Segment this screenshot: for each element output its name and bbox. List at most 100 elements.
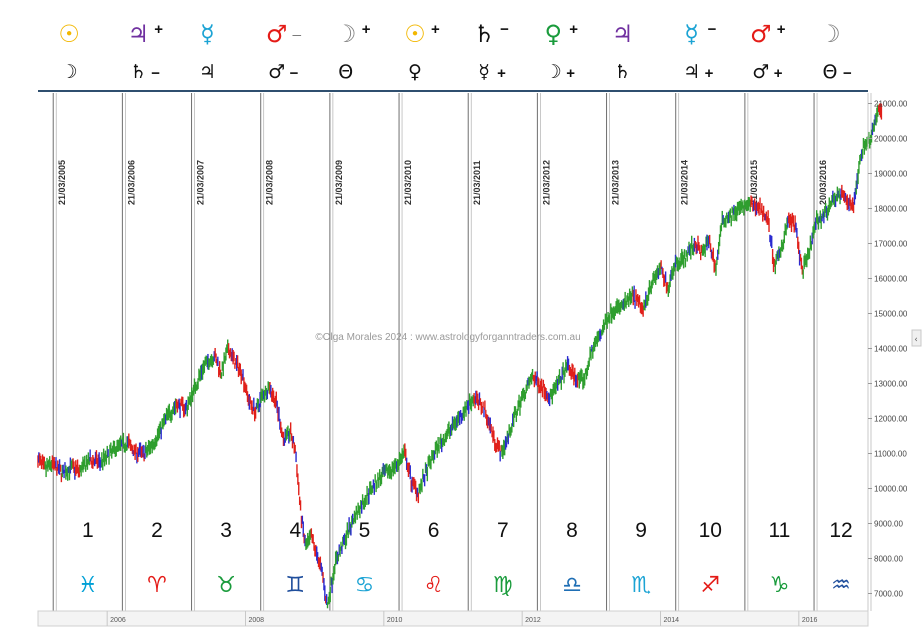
header-planet-modifier-2: + (154, 21, 163, 38)
x-axis-band (37, 610, 869, 627)
zodiac-sign-9: ♏ (631, 573, 651, 598)
header-secondary-modifier-7: + (497, 65, 506, 82)
y-tick-label-1: 21000.00 (874, 100, 908, 109)
segment-number-2: 2 (151, 519, 163, 542)
x-tick-label-1: 2006 (110, 617, 126, 624)
header-planet-8: ♀ (545, 20, 563, 48)
year-line-label-6: 21/03/2010 (403, 160, 413, 205)
zodiac-sign-8: ♎ (562, 573, 582, 598)
header-secondary-modifier-12: − (843, 65, 852, 82)
chevron-left-icon[interactable]: ‹ (914, 335, 918, 345)
zodiac-sign-5: ♋ (355, 573, 375, 598)
header-planet-11: ♂ (750, 20, 772, 48)
zodiac-sign-1: ♓ (78, 573, 98, 598)
header-planet-9: ♃ (612, 20, 634, 48)
year-line-label-7: 21/03/2011 (472, 160, 482, 205)
y-tick-label-5: 17000.00 (874, 240, 908, 249)
header-secondary-planet-7: ☿ (478, 61, 490, 83)
x-tick-label-5: 2014 (664, 617, 680, 624)
header-planet-12: ☽ (819, 20, 841, 48)
header-secondary-planet-5: Θ (338, 61, 353, 83)
y-tick-label-6: 16000.00 (874, 275, 908, 284)
x-tick-label-4: 2012 (525, 617, 541, 624)
y-tick-label-7: 15000.00 (874, 310, 908, 319)
segment-number-11: 11 (769, 519, 791, 542)
y-tick-label-14: 8000.00 (874, 555, 903, 564)
segment-number-6: 6 (428, 519, 440, 542)
segment-number-7: 7 (497, 519, 509, 542)
header-secondary-modifier-4: − (290, 65, 299, 82)
header-secondary-planet-3: ♃ (199, 61, 216, 83)
cycle-segments: 1 ♓ 2 ♈ 3 ♉ 4 ♊ 5 ♋ 6 ♌ 7 ♍ 8 ♎ 9 ♏ 10 ♐ 11 ♑ 12 ♒ (78, 519, 853, 598)
y-tick-label-11: 11000.00 (874, 450, 907, 459)
y-tick-label-10: 12000.00 (874, 415, 908, 424)
price-series (37, 103, 883, 609)
zodiac-sign-11: ♑ (770, 573, 790, 598)
y-tick-label-12: 10000.00 (874, 485, 908, 494)
segment-number-12: 12 (829, 519, 852, 542)
zodiac-sign-3: ♉ (216, 573, 236, 598)
header-planet-6: ☉ (404, 20, 426, 48)
header-secondary-planet-1: ☽ (61, 61, 78, 83)
y-tick-label-2: 20000.00 (874, 135, 908, 144)
header-planet-modifier-11: + (777, 21, 786, 38)
header-secondary-planet-4: ♂ (268, 61, 285, 83)
header-planet-10: ☿ (684, 20, 699, 48)
header-secondary-modifier-10: + (705, 65, 714, 82)
x-tick-label-2: 2008 (249, 617, 265, 624)
header-planet-modifier-4: _ (292, 21, 302, 38)
segment-number-1: 1 (82, 519, 94, 542)
segment-number-10: 10 (699, 519, 722, 542)
header-planet-4: ♂ (266, 20, 288, 48)
zodiac-sign-12: ♒ (831, 573, 851, 598)
header-planet-3: ☿ (200, 20, 215, 48)
header-secondary-modifier-11: + (774, 65, 783, 82)
header-secondary-modifier-2: − (151, 65, 160, 82)
segment-number-8: 8 (566, 519, 578, 542)
zodiac-sign-2: ♈ (147, 573, 167, 598)
header-planet-modifier-5: + (362, 21, 371, 38)
zodiac-sign-6: ♌ (424, 573, 444, 598)
x-axis: 2006 2008 2010 2012 2014 2016 (37, 610, 869, 627)
header-planet-2: ♃ (128, 20, 150, 48)
segment-number-5: 5 (359, 519, 371, 542)
watermark: ©Olga Morales 2024 : www.astrologyforgan… (315, 332, 580, 343)
header-secondary-planet-12: Θ (822, 61, 837, 83)
header-planet-7: ♄ (473, 20, 495, 48)
header-planet-1: ☉ (58, 20, 80, 48)
plot-area: 21/03/2005 21/03/2006 21/03/2007 21/03/2008… (37, 93, 883, 611)
header-planet-modifier-6: + (431, 21, 440, 38)
header-secondary-planet-11: ♂ (752, 61, 769, 83)
header-secondary-planet-9: ♄ (614, 61, 631, 83)
year-line-label-12: 20/03/2016 (818, 160, 828, 205)
planet-header-row-top: ☉ ♃ + ☿ ♂ _ ☽ + ☉ + ♄ − ♀ + ♃ ☿ − ♂ + ☽ (58, 20, 840, 48)
scroll-handle[interactable] (911, 329, 922, 347)
header-planet-5: ☽ (335, 20, 357, 48)
zodiac-sign-4: ♊ (285, 573, 305, 598)
year-line-label-9: 21/03/2013 (611, 160, 621, 205)
year-line-label-10: 21/03/2014 (680, 160, 690, 205)
year-line-label-5: 21/03/2009 (334, 160, 344, 205)
year-markers: 21/03/2005 21/03/2006 21/03/2007 21/03/2008… (52, 93, 872, 611)
year-line-label-1: 21/03/2005 (57, 160, 67, 205)
year-line-label-4: 21/03/2008 (265, 160, 275, 205)
year-line-label-11: 21/03/2015 (749, 160, 759, 205)
y-tick-label-9: 13000.00 (874, 380, 908, 389)
zodiac-sign-10: ♐ (700, 573, 720, 598)
header-secondary-planet-6: ♀ (408, 61, 422, 83)
y-tick-label-3: 19000.00 (874, 170, 908, 179)
segment-number-4: 4 (289, 519, 301, 542)
header-secondary-planet-2: ♄ (130, 61, 147, 83)
segment-number-3: 3 (220, 519, 232, 542)
zodiac-sign-7: ♍ (493, 573, 513, 598)
y-axis: 21000.00 20000.00 19000.00 18000.00 17000.00… (867, 93, 908, 611)
x-tick-label-6: 2016 (802, 617, 818, 624)
plot-background (38, 93, 868, 611)
y-tick-label-4: 18000.00 (874, 205, 908, 214)
year-line-label-3: 21/03/2007 (196, 160, 206, 205)
header-planet-modifier-10: − (708, 21, 717, 38)
header-secondary-planet-8: ☽ (545, 61, 562, 83)
header-secondary-planet-10: ♃ (683, 61, 700, 83)
header-planet-modifier-8: + (569, 21, 578, 38)
